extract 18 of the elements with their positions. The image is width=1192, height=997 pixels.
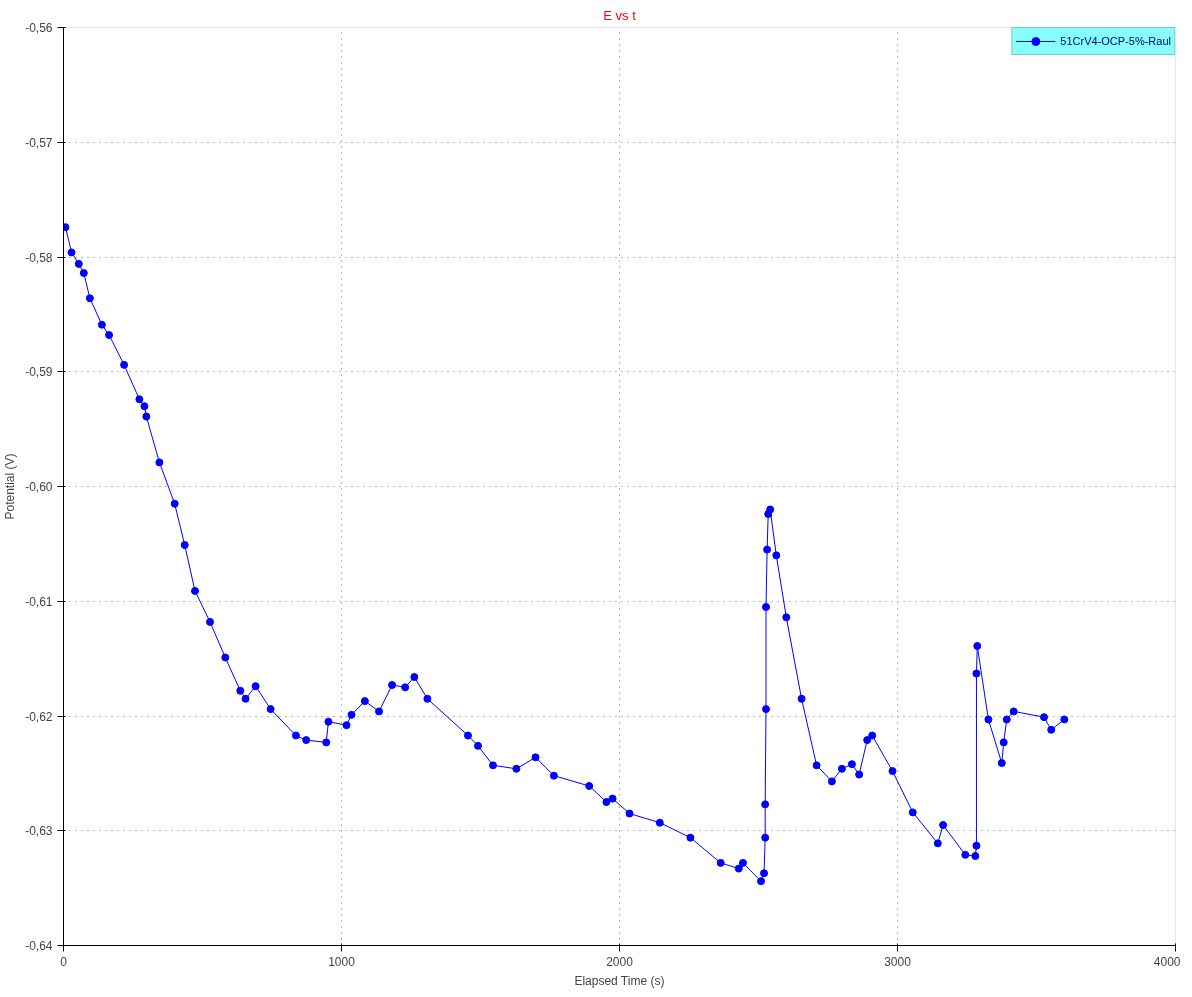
y-axis-title: Potential (V) [3, 453, 18, 520]
x-tick-label: 2000 [606, 954, 634, 969]
y-tick-label: -0,63 [25, 824, 53, 839]
x-tick-label: 1000 [328, 954, 356, 969]
y-tick-label: -0,59 [25, 365, 53, 380]
x-tick-label: 3000 [884, 954, 912, 969]
legend-label: 51CrV4-OCP-5%-Raul [1060, 35, 1171, 47]
y-tick-label: -0,56 [25, 21, 53, 35]
y-tick-label: -0,60 [25, 480, 53, 494]
y-tick-label: -0,58 [25, 250, 53, 265]
x-axis-title: Elapsed Time (s) [574, 973, 665, 988]
chart-title: E vs t [603, 7, 637, 23]
x-tick-label: 0 [60, 954, 68, 969]
y-tick-label: -0,61 [25, 594, 53, 609]
y-tick-label: -0,57 [25, 135, 53, 150]
y-tick-label: -0,62 [25, 709, 53, 724]
x-tick-label: 4000 [1153, 954, 1181, 969]
y-tick-label: -0,64 [25, 939, 53, 953]
